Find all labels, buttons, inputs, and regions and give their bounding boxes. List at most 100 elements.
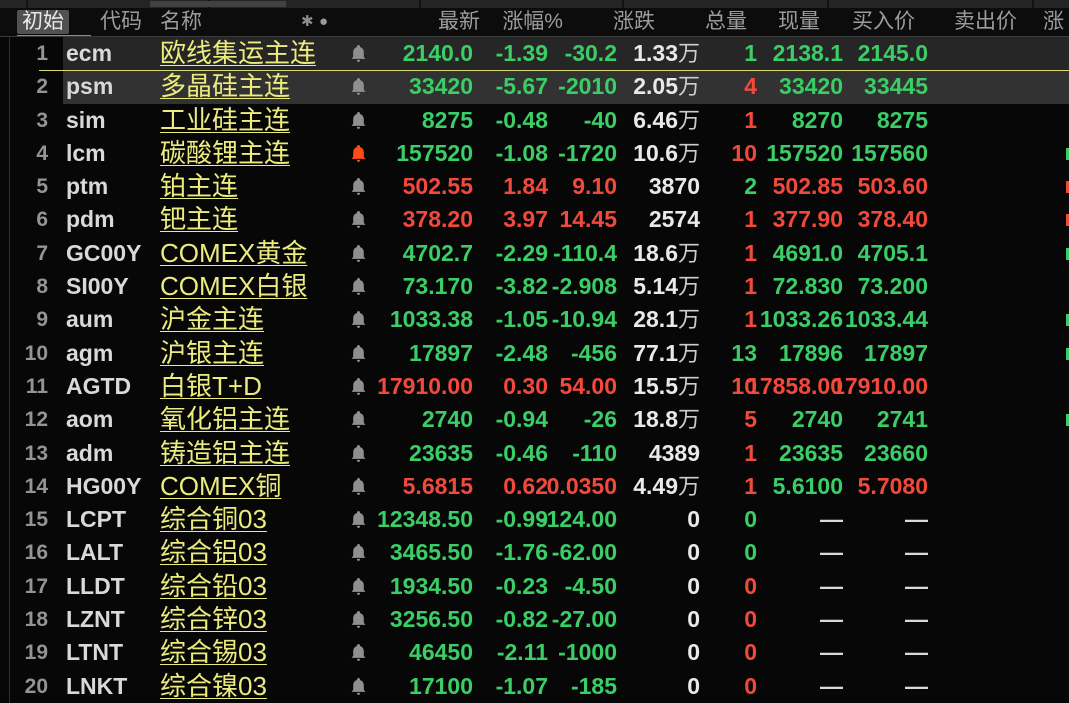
column-header-change[interactable]: 涨跌 — [613, 10, 655, 33]
alert-bell-icon[interactable] — [351, 311, 369, 329]
alert-bell-icon[interactable] — [351, 611, 369, 629]
current-volume: 10 — [731, 372, 757, 399]
last-price: 378.20 — [402, 206, 473, 233]
table-row[interactable]: 4 lcm 碳酸锂主连 157520 -1.08 -1720 10.6万 10 … — [0, 137, 1069, 170]
last-price: 17100 — [409, 672, 473, 699]
total-volume-number: 5.14 — [633, 273, 678, 300]
instrument-code: adm — [66, 439, 114, 466]
column-header-current-volume[interactable]: 现量 — [778, 10, 820, 33]
alert-bell-icon[interactable] — [351, 144, 369, 163]
total-volume: 4.49万 — [633, 470, 700, 503]
ask-price: — — [905, 572, 928, 599]
alert-bell-icon[interactable] — [351, 278, 369, 296]
alert-bell-icon[interactable] — [351, 178, 369, 196]
table-row[interactable]: 5 ptm 铂主连 502.55 1.84 9.10 3870 2 502.85… — [0, 170, 1069, 203]
table-row[interactable]: 12 aom 氧化铝主连 2740 -0.94 -26 18.8万 5 2740… — [0, 403, 1069, 436]
table-row[interactable]: 16 LALT 综合铝03 3465.50 -1.76 -62.00 0 0 —… — [0, 536, 1069, 569]
alert-bell-icon[interactable] — [351, 444, 369, 463]
ask-price: 2145.0 — [857, 40, 928, 66]
row-number: 7 — [36, 241, 48, 265]
table-row[interactable]: 19 LTNT 综合锡03 46450 -2.11 -1000 0 0 — — — [0, 636, 1069, 669]
wan-unit-suffix: 万 — [677, 407, 700, 433]
clipped-value-sliver — [1066, 347, 1069, 360]
total-volume-number: 0 — [687, 672, 700, 699]
instrument-name: 综合锡03 — [160, 637, 267, 668]
row-number: 3 — [36, 108, 48, 132]
dot-icon[interactable]: ● — [319, 13, 329, 30]
last-price: 17910.00 — [377, 372, 473, 399]
last-price: 2740 — [421, 406, 473, 433]
ask-price: 378.40 — [857, 206, 928, 233]
column-header-change-percent[interactable]: 涨幅% — [502, 10, 563, 33]
table-row[interactable]: 14 HG00Y COMEX铜 5.6815 0.62 0.0350 4.49万… — [0, 470, 1069, 503]
alert-bell-icon[interactable] — [351, 644, 369, 662]
total-volume-number: 0 — [687, 539, 700, 566]
asterisk-icon[interactable]: ✱ — [301, 13, 314, 30]
change-value: 54.00 — [559, 372, 617, 399]
current-volume: 0 — [744, 539, 757, 566]
alert-bell-icon[interactable] — [351, 211, 369, 229]
alert-bell-icon[interactable] — [351, 544, 369, 562]
table-row[interactable]: 6 pdm 钯主连 378.20 3.97 14.45 2574 1 377.9… — [0, 203, 1069, 236]
alert-bell-icon[interactable] — [351, 78, 369, 96]
table-row[interactable]: 9 aum 沪金主连 1033.38 -1.05 -10.94 28.1万 1 … — [0, 303, 1069, 336]
column-header-code[interactable]: 代码 — [100, 10, 142, 33]
table-row[interactable]: 17 LLDT 综合铅03 1934.50 -0.23 -4.50 0 0 — … — [0, 570, 1069, 603]
last-price: 1033.38 — [389, 306, 473, 333]
alert-bell-icon[interactable] — [351, 244, 369, 263]
total-volume-number: 2574 — [648, 206, 700, 233]
last-price: 2140.0 — [402, 40, 473, 66]
alert-bell-icon[interactable] — [351, 111, 369, 130]
bid-price: 5.6100 — [772, 472, 843, 499]
total-volume-number: 3870 — [648, 173, 700, 200]
ask-price: 5.7080 — [857, 472, 928, 499]
column-header-last[interactable]: 最新 — [438, 10, 480, 33]
table-row[interactable]: 3 sim 工业硅主连 8275 -0.48 -40 6.46万 1 8270 … — [0, 104, 1069, 137]
table-row[interactable]: 20 LNKT 综合镍03 17100 -1.07 -185 0 0 — — — [0, 670, 1069, 703]
instrument-name: COMEX黄金 — [160, 237, 308, 268]
bid-price: 2740 — [791, 406, 843, 433]
alert-bell-icon[interactable] — [351, 377, 369, 396]
clipped-value-sliver — [1066, 214, 1069, 227]
table-row[interactable]: 18 LZNT 综合锌03 3256.50 -0.82 -27.00 0 0 —… — [0, 603, 1069, 636]
alert-bell-icon[interactable] — [351, 677, 369, 696]
column-header-limit-clipped[interactable]: 涨 — [1043, 10, 1064, 33]
alert-bell-icon[interactable] — [351, 411, 369, 429]
alert-bell-icon[interactable] — [351, 511, 369, 529]
alert-bell-icon[interactable] — [351, 45, 369, 63]
alert-bell-icon[interactable] — [351, 577, 369, 596]
table-row[interactable]: 11 AGTD 白银T+D 17910.00 0.30 54.00 15.5万 … — [0, 370, 1069, 403]
column-header-total-volume[interactable]: 总量 — [705, 10, 747, 33]
column-header-ask-price[interactable]: 卖出价 — [954, 10, 1017, 33]
change-percent: -3.82 — [495, 273, 548, 300]
table-row[interactable]: 7 GC00Y COMEX黄金 4702.7 -2.29 -110.4 18.6… — [0, 237, 1069, 270]
table-row[interactable]: 10 agm 沪银主连 17897 -2.48 -456 77.1万 13 17… — [0, 337, 1069, 370]
change-value: 0.0350 — [546, 472, 617, 499]
alert-bell-icon[interactable] — [351, 344, 369, 363]
wan-unit-suffix: 万 — [677, 340, 700, 366]
instrument-name: COMEX白银 — [160, 271, 308, 302]
table-row[interactable]: 15 LCPT 综合铜03 12348.50 -0.99 -124.00 0 0… — [0, 503, 1069, 536]
instrument-name: 碳酸锂主连 — [160, 137, 291, 168]
instrument-code: sim — [66, 106, 106, 133]
table-row[interactable]: 1 ecm 欧线集运主连 2140.0 -1.39 -30.2 1.33万 1 … — [0, 37, 1069, 72]
change-value: -27.00 — [551, 606, 617, 633]
row-number: 15 — [24, 508, 48, 532]
table-row[interactable]: 8 SI00Y COMEX白银 73.170 -3.82 -2.908 5.14… — [0, 270, 1069, 303]
left-edge-divider — [9, 8, 10, 703]
initial-sort-badge[interactable]: 初始 — [17, 10, 69, 34]
change-value: 9.10 — [572, 173, 617, 200]
wan-unit-suffix: 万 — [677, 307, 700, 333]
row-number: 11 — [25, 374, 48, 398]
column-header-bid-price[interactable]: 买入价 — [852, 10, 915, 33]
table-row[interactable]: 13 adm 铸造铝主连 23635 -0.46 -110 4389 1 236… — [0, 437, 1069, 470]
scrollbar-thumb[interactable] — [150, 1, 286, 7]
horizontal-scrollbar[interactable] — [0, 0, 1069, 8]
total-volume-number: 2.05 — [633, 73, 678, 100]
column-header-name[interactable]: 名称 — [160, 10, 202, 33]
wan-unit-suffix: 万 — [677, 473, 700, 499]
table-row[interactable]: 2 psm 多晶硅主连 33420 -5.67 -2010 2.05万 4 33… — [0, 70, 1069, 104]
instrument-name: 欧线集运主连 — [160, 38, 317, 68]
total-volume: 2.05万 — [633, 70, 700, 103]
alert-bell-icon[interactable] — [351, 477, 369, 496]
